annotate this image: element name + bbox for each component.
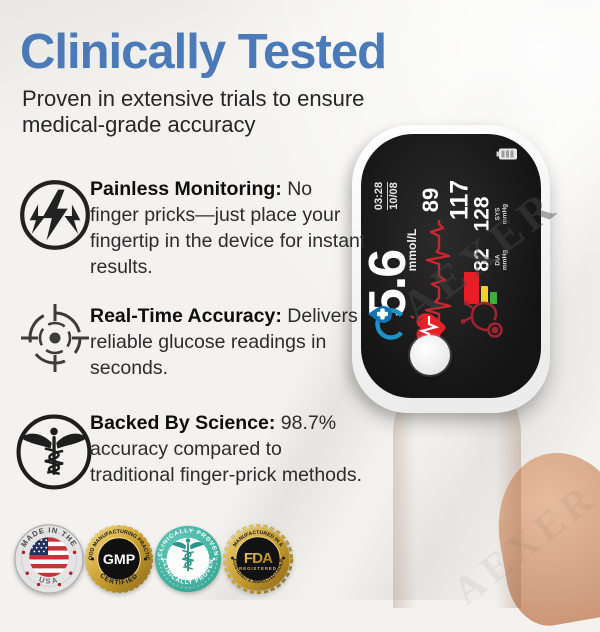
caduceus-icon [16, 414, 92, 490]
us-flag-icon [29, 537, 69, 577]
feature-heading: Backed By Science: [90, 412, 276, 434]
feature-heading: Painless Monitoring: [90, 178, 282, 200]
finger [393, 388, 521, 608]
feature-heading: Real-Time Accuracy: [90, 305, 282, 327]
battery-icon [496, 148, 517, 160]
bar-red [464, 272, 479, 304]
feature-body: 98.7% accuracy compared to traditional f… [90, 412, 363, 486]
fda-registered-badge: FDA REGISTERED MANUFACTURED IN A REGISTE… [223, 522, 293, 594]
bar-yellow [481, 286, 488, 304]
usa-arc-bottom: USA [38, 575, 58, 586]
device-button [410, 335, 450, 375]
clinically-proven-badge: CLINICALLY PROVEN CLINICALLY PROVEN [154, 525, 222, 593]
bar-green [490, 292, 497, 304]
sys-value: 128 [470, 196, 494, 232]
device-screen: 03:28 10/08 5.6 mmol/L 89 117 128 SYS mm… [361, 134, 541, 398]
fda-center-sub: REGISTERED [239, 566, 277, 571]
screen-time: 03:28 10/08 [373, 181, 401, 211]
sys-reading: 128 SYS mmHg [470, 196, 509, 232]
svg-text:USA: USA [38, 575, 60, 586]
dia-label: DIA [494, 254, 502, 266]
sys-unit: mmHg [501, 203, 509, 225]
dia-reading: 82 DIA mmHg [470, 248, 509, 272]
reading-upper: 89 [418, 187, 443, 213]
crosshair-target-icon [21, 304, 89, 372]
fda-center-text: FDA [244, 550, 273, 567]
glucose-unit: mmol/L [405, 228, 419, 272]
caduceus-small-icon [171, 538, 205, 572]
time-value: 03:28 [373, 181, 388, 211]
dia-value: 82 [470, 248, 494, 272]
feature-body: Delivers reliable glucose readings in se… [90, 305, 358, 379]
dia-unit: mmHg [501, 249, 509, 271]
page-title: Clinically Tested [20, 25, 387, 79]
glucose-monitor-device: 03:28 10/08 5.6 mmol/L 89 117 128 SYS mm… [352, 125, 550, 413]
glucose-drop-icon [368, 306, 407, 340]
made-in-usa-badge: MADE IN THE USA [14, 524, 84, 594]
sys-label: SYS [494, 207, 502, 221]
date-value: 10/08 [388, 182, 400, 210]
gmp-center-text: GMP [103, 552, 135, 568]
stethoscope-icon [460, 300, 503, 338]
lightning-icon [20, 180, 90, 250]
feature-body: No finger pricks—just place your fingert… [90, 178, 366, 278]
page-subtitle: Proven in extensive trials to ensure med… [22, 86, 365, 137]
